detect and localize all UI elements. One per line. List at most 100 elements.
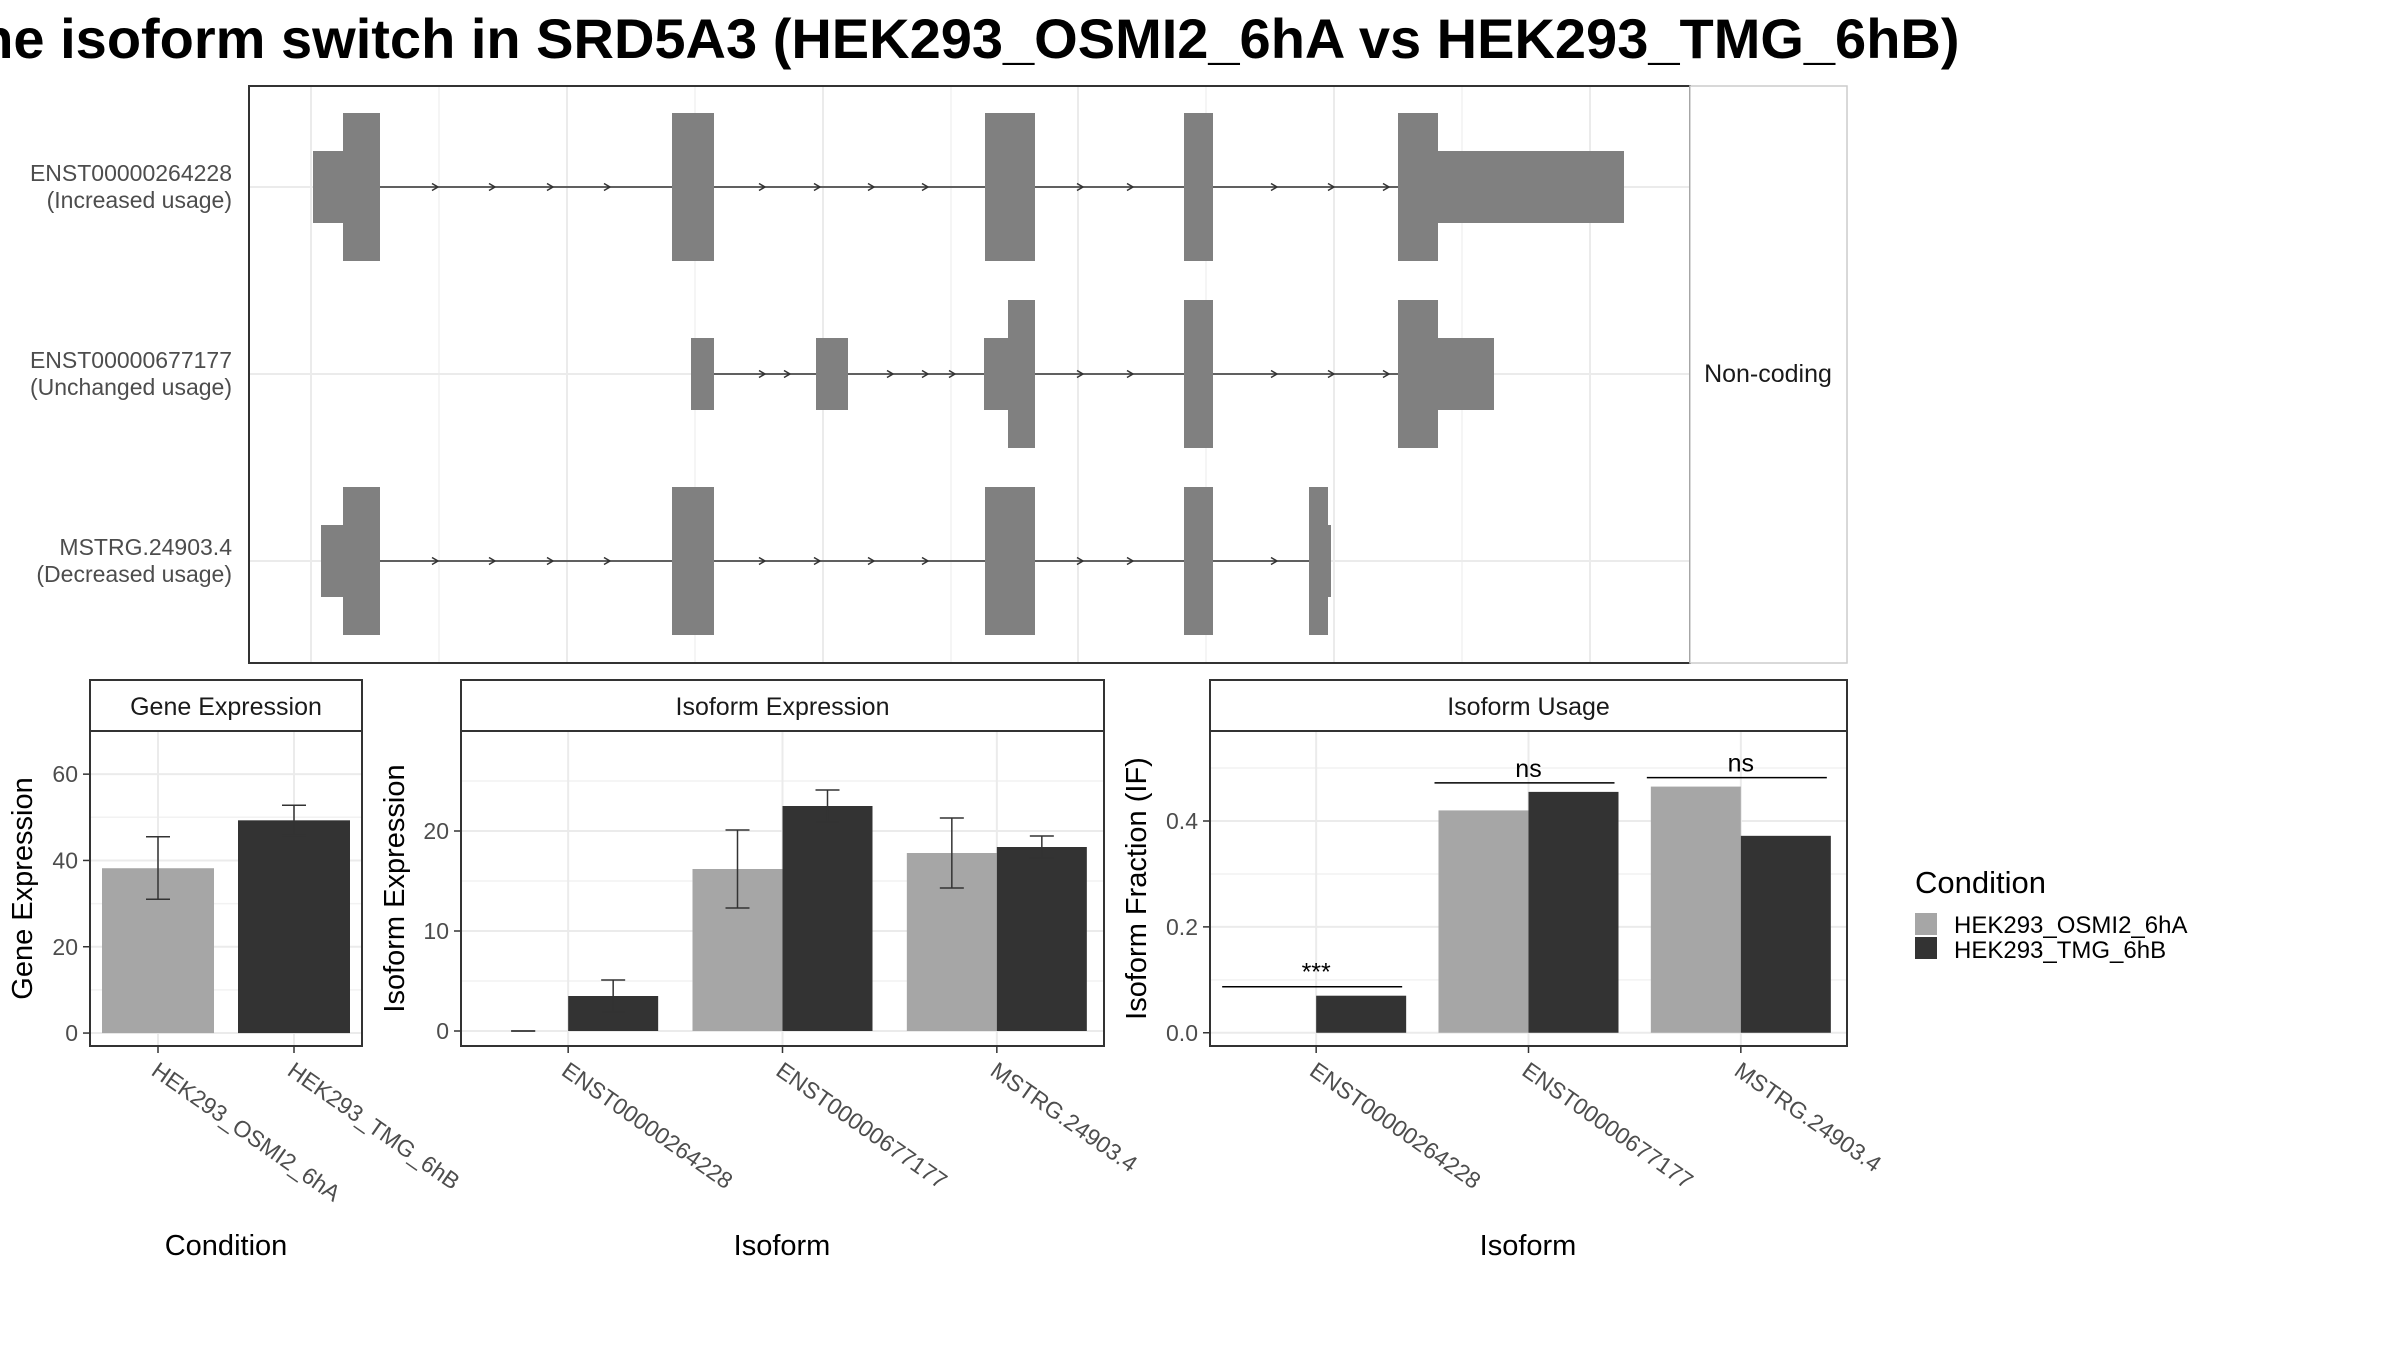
y-axis: 0 20 40 60 [52, 761, 90, 1046]
y-tick-label: 60 [52, 761, 78, 787]
y-tick-label: 0.2 [1166, 914, 1198, 940]
x-tick-label: MSTRG.24903.4 [986, 1057, 1142, 1177]
bar-hek293_tmg_6hb [238, 820, 350, 1034]
intron-arrow [1076, 369, 1085, 379]
intron-arrow [1126, 182, 1135, 192]
x-axis-title: Condition [165, 1230, 288, 1262]
structure-exons [313, 113, 1624, 635]
bar-mstrg.24903.4-a [1650, 786, 1741, 1033]
panel-isoform-usage: Isoform Usage *** ns ns 0.0 0.2 0.4 ENST0000026… [1121, 679, 1886, 1262]
exon-block [672, 487, 714, 635]
panel-bars [511, 789, 1087, 1032]
y-tick-label: 20 [52, 934, 78, 960]
intron-arrow [783, 369, 792, 379]
isoform-id-3: MSTRG.24903.4 [59, 534, 232, 560]
x-axis: ENST00000264228 ENST00000677177 MSTRG.2490… [1305, 1046, 1886, 1194]
panel-border [89, 730, 363, 1047]
isoform-id-1: ENST00000264228 [30, 160, 232, 186]
intron-arrow [758, 182, 767, 192]
intron-arrow [488, 182, 497, 192]
exon-block [691, 338, 714, 410]
intron-arrow [431, 182, 440, 192]
error-bar-hek293_osmi2_6ha [146, 835, 170, 901]
intron-arrow [1382, 369, 1391, 379]
intron-arrow [758, 369, 767, 379]
x-tick-label: ENST00000264228 [557, 1057, 737, 1194]
chart-title: Gene isoform switch in SRD5A3 (HEK293_OS… [0, 7, 1960, 70]
intron-arrow [758, 556, 767, 566]
y-tick-label: 20 [423, 818, 449, 844]
bar-mstrg.24903.4-b [996, 847, 1087, 1031]
exon-block [1184, 300, 1213, 448]
exon-block [1325, 525, 1331, 597]
x-axis-title: Isoform [1480, 1230, 1577, 1262]
exon-block [1184, 113, 1213, 261]
isoform-usage-2: (Unchanged usage) [30, 374, 232, 400]
intron-arrow [546, 182, 555, 192]
exon-block [1184, 487, 1213, 635]
intron-arrow [921, 556, 930, 566]
intron-arrow [867, 556, 876, 566]
structure-strip-label: Non-coding [1704, 360, 1832, 388]
intron-arrow [813, 556, 822, 566]
legend-title: Condition [1915, 865, 2046, 900]
intron-arrow [431, 556, 440, 566]
significance-label: ns [1515, 755, 1541, 783]
significance-label: *** [1302, 959, 1331, 987]
y-axis: 0.0 0.2 0.4 [1166, 808, 1210, 1046]
intron-arrow [921, 182, 930, 192]
exon-block [1398, 300, 1438, 448]
intron-arrow [1270, 369, 1279, 379]
x-tick-label: MSTRG.24903.4 [1730, 1057, 1886, 1177]
bar-enst00000677177-a [1438, 810, 1529, 1033]
panel-strip [89, 679, 363, 732]
intron-arrow [813, 182, 822, 192]
panel-bars [102, 804, 350, 1034]
legend: Condition HEK293_OSMI2_6hA HEK293_TMG_6h… [1915, 865, 2187, 964]
isoform-label-1: ENST00000264228 (Increased usage) [30, 160, 232, 213]
intron-arrow [921, 369, 930, 379]
exon-block [985, 113, 1035, 261]
exon-block [1309, 487, 1328, 635]
error-bar-mstrg.24903.4-b [1029, 835, 1054, 859]
x-tick-label: ENST00000677177 [772, 1057, 952, 1194]
panel-strip-label: Isoform Expression [676, 693, 890, 721]
bar-enst00000264228-b [1316, 995, 1407, 1033]
x-tick-label: ENST00000264228 [1305, 1057, 1485, 1194]
intron-arrow [867, 182, 876, 192]
exon-block [1008, 300, 1035, 448]
x-tick-label: ENST00000677177 [1518, 1057, 1698, 1194]
structure-strip [1689, 85, 1848, 664]
error-bar-hek293_tmg_6hb [282, 804, 306, 837]
exon-block [816, 338, 848, 410]
y-tick-label: 0.4 [1166, 808, 1198, 834]
error-bar-enst00000264228-b [601, 979, 626, 1013]
y-tick-label: 0.0 [1166, 1020, 1198, 1046]
bar-panels: Gene Expression 0 20 40 60 HEK293_OSMI2_6hAHE… [7, 679, 1886, 1262]
intron-arrow [1327, 369, 1336, 379]
exon-block [984, 338, 1010, 410]
y-tick-label: 0 [436, 1018, 449, 1044]
y-axis-title: Isoform Fraction (IF) [1121, 757, 1153, 1020]
intron-arrow [948, 369, 957, 379]
intron-arrow [1382, 182, 1391, 192]
panel-strip-label: Isoform Usage [1447, 693, 1610, 721]
exon-block [1398, 113, 1438, 261]
isoform-usage-1: (Increased usage) [47, 187, 232, 213]
exon-block [672, 113, 714, 261]
bar-enst00000677177-b [1528, 791, 1619, 1033]
panel-bars: *** ns ns [1222, 750, 1831, 1033]
panel-strip [460, 679, 1105, 732]
error-bar-mstrg.24903.4-a [939, 817, 964, 889]
y-tick-label: 0 [65, 1020, 78, 1046]
y-axis-title: Isoform Expression [379, 764, 411, 1012]
intron-arrow [488, 556, 497, 566]
intron-arrow [603, 556, 612, 566]
exon-block [1436, 338, 1494, 410]
legend-swatch-1 [1915, 913, 1937, 935]
intron-arrow [546, 556, 555, 566]
error-bar-enst00000677177-b [815, 789, 840, 823]
